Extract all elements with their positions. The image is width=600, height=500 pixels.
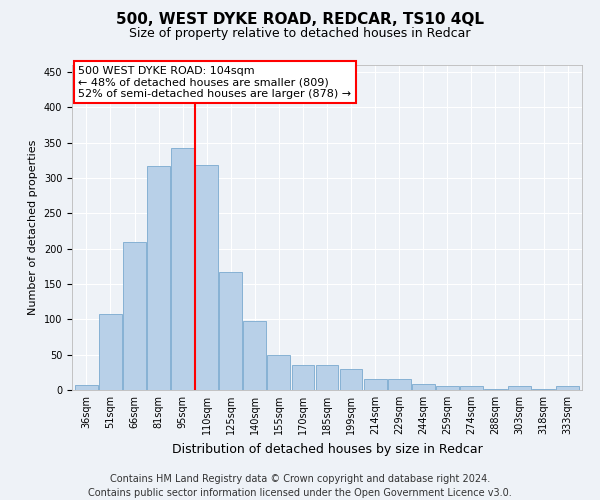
Bar xyxy=(388,380,410,390)
Text: 500 WEST DYKE ROAD: 104sqm
← 48% of detached houses are smaller (809)
52% of sem: 500 WEST DYKE ROAD: 104sqm ← 48% of deta… xyxy=(78,66,351,99)
Bar xyxy=(147,166,170,390)
Bar xyxy=(460,386,483,390)
Bar xyxy=(99,314,122,390)
Text: 500, WEST DYKE ROAD, REDCAR, TS10 4QL: 500, WEST DYKE ROAD, REDCAR, TS10 4QL xyxy=(116,12,484,28)
Bar xyxy=(123,242,146,390)
Text: Size of property relative to detached houses in Redcar: Size of property relative to detached ho… xyxy=(129,28,471,40)
Bar xyxy=(316,366,338,390)
Bar xyxy=(244,321,266,390)
Bar xyxy=(171,148,194,390)
Bar xyxy=(195,166,218,390)
Bar xyxy=(340,369,362,390)
Bar xyxy=(75,385,98,390)
Bar xyxy=(556,386,579,390)
X-axis label: Distribution of detached houses by size in Redcar: Distribution of detached houses by size … xyxy=(172,442,482,456)
Bar xyxy=(436,386,459,390)
Y-axis label: Number of detached properties: Number of detached properties xyxy=(28,140,38,315)
Bar xyxy=(508,386,531,390)
Bar xyxy=(412,384,434,390)
Bar xyxy=(268,354,290,390)
Bar xyxy=(220,272,242,390)
Text: Contains HM Land Registry data © Crown copyright and database right 2024.
Contai: Contains HM Land Registry data © Crown c… xyxy=(88,474,512,498)
Bar xyxy=(292,366,314,390)
Bar xyxy=(364,380,386,390)
